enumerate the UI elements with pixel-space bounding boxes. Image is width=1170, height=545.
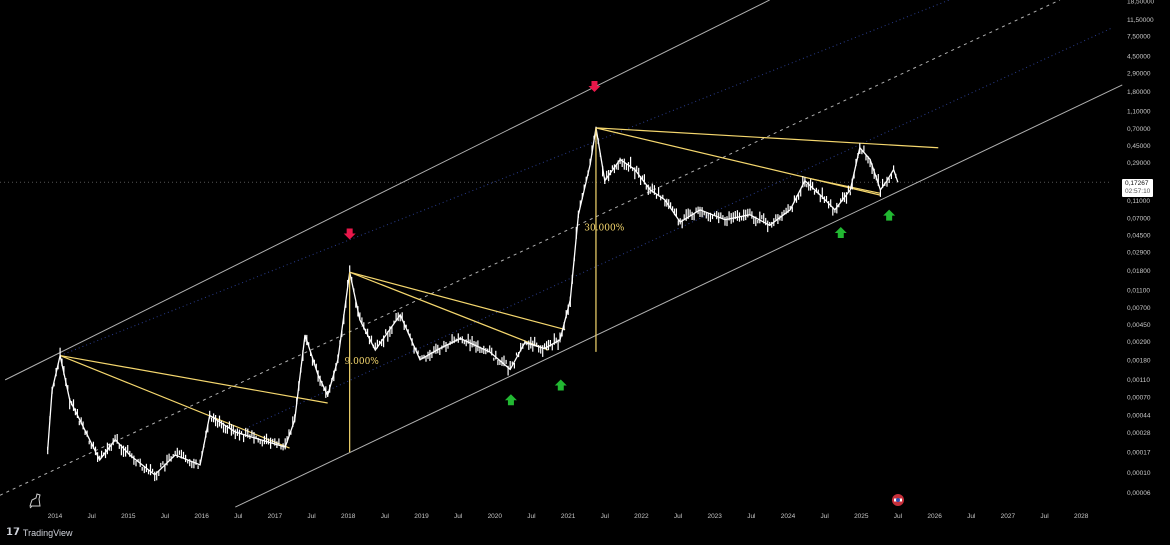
x-axis-tick: 2025 xyxy=(854,513,869,520)
y-axis-tick: 0,00290 xyxy=(1127,339,1151,346)
measure-label: 30.000% xyxy=(584,223,624,233)
x-axis-tick: 2017 xyxy=(268,513,283,520)
trend-line[interactable] xyxy=(349,271,549,351)
flag-icon[interactable] xyxy=(892,494,904,506)
x-axis-tick: 2023 xyxy=(707,513,722,520)
y-axis-tick: 0,00450 xyxy=(1127,322,1151,329)
trend-line[interactable] xyxy=(809,177,881,194)
tradingview-logo-mark: 𝟭𝟳 xyxy=(6,527,20,538)
y-axis-tick: 1,10000 xyxy=(1127,108,1151,115)
x-axis-tick: Jul xyxy=(967,513,976,520)
y-axis-tick: 7,50000 xyxy=(1127,34,1151,41)
x-axis-tick: Jul xyxy=(747,513,756,520)
y-axis-tick: 0,00028 xyxy=(1127,430,1151,437)
last-price-tag: 0,17267 02:57:10 xyxy=(1122,179,1154,197)
x-axis-tick: Jul xyxy=(454,513,463,520)
measure-label: 9.000% xyxy=(345,357,380,367)
tradingview-logo[interactable]: 𝟭𝟳 TradingView xyxy=(6,527,72,538)
y-axis-tick: 0,11000 xyxy=(1127,198,1150,205)
y-axis-tick: 0,00110 xyxy=(1127,377,1150,384)
x-axis-tick: Jul xyxy=(527,513,536,520)
channel-line-upper[interactable] xyxy=(4,0,770,381)
x-axis-tick: Jul xyxy=(307,513,316,520)
dotted-line[interactable] xyxy=(238,28,1111,433)
x-axis-tick: 2014 xyxy=(48,513,63,520)
y-axis-tick: 1,80000 xyxy=(1127,89,1151,96)
y-axis-tick: 0,00070 xyxy=(1127,394,1151,401)
dotted-line[interactable] xyxy=(59,0,950,357)
x-axis-tick: Jul xyxy=(234,513,243,520)
y-axis-tick: 0,00006 xyxy=(1127,490,1151,497)
x-axis-tick: Jul xyxy=(87,513,96,520)
x-axis-tick: 2027 xyxy=(1001,513,1016,520)
buy-arrow-icon xyxy=(834,227,847,239)
channel-line-middle-dashed[interactable] xyxy=(0,0,1061,496)
y-axis-tick: 0,70000 xyxy=(1127,126,1151,133)
trend-line[interactable] xyxy=(349,271,566,331)
x-axis-tick: 2020 xyxy=(488,513,503,520)
y-axis-tick: 2,90000 xyxy=(1127,71,1151,78)
trend-line[interactable] xyxy=(595,127,939,149)
y-axis-tick: 0,07000 xyxy=(1127,215,1151,222)
trend-line[interactable] xyxy=(59,355,290,449)
y-axis-tick: 0,00017 xyxy=(1127,449,1151,456)
x-axis-tick: 2016 xyxy=(194,513,209,520)
y-axis-tick: 0,04500 xyxy=(1127,233,1151,240)
y-axis-tick: 0,01800 xyxy=(1127,268,1151,275)
last-price: 0,17267 xyxy=(1125,180,1149,187)
dinosaur-icon[interactable] xyxy=(29,493,41,509)
buy-arrow-icon xyxy=(554,379,567,391)
y-axis-tick: 0,00010 xyxy=(1127,470,1151,477)
x-axis-tick: 2022 xyxy=(634,513,649,520)
y-axis-tick: 0,01100 xyxy=(1127,287,1150,294)
sell-arrow-icon xyxy=(343,228,356,240)
y-axis-tick: 18,50000 xyxy=(1127,0,1154,6)
y-axis-tick: 0,45000 xyxy=(1127,143,1151,150)
trend-line[interactable] xyxy=(595,127,881,196)
x-axis-tick: 2021 xyxy=(561,513,576,520)
y-axis-tick: 0,02900 xyxy=(1127,250,1151,257)
y-axis-tick: 0,00700 xyxy=(1127,305,1151,312)
buy-arrow-icon xyxy=(504,394,517,406)
x-axis-tick: 2024 xyxy=(781,513,796,520)
y-axis-tick: 0,00044 xyxy=(1127,412,1151,419)
x-axis-tick: Jul xyxy=(1040,513,1049,520)
x-axis-tick: Jul xyxy=(674,513,683,520)
channel-line-lower[interactable] xyxy=(235,84,1123,508)
x-axis-tick: Jul xyxy=(820,513,829,520)
sell-arrow-icon xyxy=(588,81,601,93)
x-axis-tick: 2028 xyxy=(1074,513,1089,520)
y-axis-tick: 4,50000 xyxy=(1127,54,1151,61)
y-axis-tick: 11,50000 xyxy=(1127,17,1154,24)
x-axis-tick: 2019 xyxy=(414,513,429,520)
bar-countdown: 02:57:10 xyxy=(1125,188,1151,195)
x-axis-tick: 2026 xyxy=(927,513,942,520)
x-axis-tick: 2018 xyxy=(341,513,356,520)
x-axis-tick: Jul xyxy=(894,513,903,520)
brand-name: TradingView xyxy=(22,527,73,538)
price-series-line xyxy=(47,127,899,476)
y-axis-tick: 0,29000 xyxy=(1127,160,1151,167)
buy-arrow-icon xyxy=(883,209,896,221)
x-axis-tick: 2015 xyxy=(121,513,136,520)
x-axis-tick: Jul xyxy=(381,513,390,520)
x-axis-tick: Jul xyxy=(161,513,170,520)
x-axis-tick: Jul xyxy=(601,513,610,520)
trend-line[interactable] xyxy=(60,354,328,404)
y-axis-tick: 0,00180 xyxy=(1127,358,1151,365)
